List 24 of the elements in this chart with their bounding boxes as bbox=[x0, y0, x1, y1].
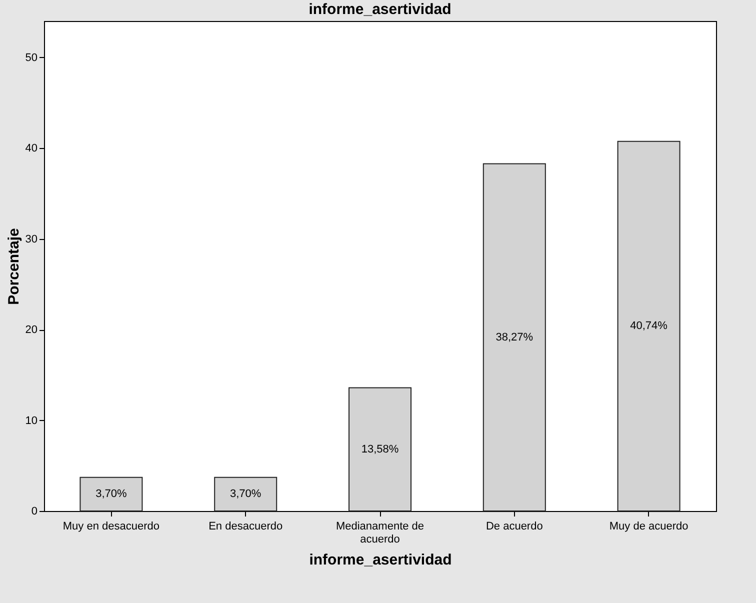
x-tick-label: Medianamente de acuerdo bbox=[336, 520, 424, 546]
bar bbox=[348, 387, 412, 512]
data-label: 13,58% bbox=[361, 443, 399, 456]
y-tick-label: 10 bbox=[25, 414, 38, 427]
y-tick-label: 30 bbox=[25, 233, 38, 246]
x-tick-label: De acuerdo bbox=[486, 520, 543, 532]
x-tick-label: Muy de acuerdo bbox=[609, 520, 688, 532]
bar bbox=[617, 140, 680, 512]
y-axis-title: Porcentaje bbox=[5, 228, 22, 305]
x-axis-title: informe_asertividad bbox=[309, 552, 452, 568]
bar bbox=[482, 163, 546, 512]
y-tick-label: 40 bbox=[25, 142, 38, 155]
x-tick-label: En desacuerdo bbox=[208, 520, 283, 532]
y-tick-label: 20 bbox=[25, 324, 38, 336]
x-tick-label: Muy en desacuerdo bbox=[62, 520, 160, 532]
chart-title: informe_asertividad bbox=[308, 1, 452, 18]
bar bbox=[80, 476, 143, 512]
y-tick-label: 50 bbox=[25, 52, 38, 64]
data-label: 40,74% bbox=[630, 320, 668, 332]
data-label: 3,70% bbox=[96, 488, 128, 500]
bar bbox=[214, 476, 278, 512]
data-label: 3,70% bbox=[230, 488, 262, 500]
y-tick-label: 0 bbox=[31, 506, 38, 518]
data-label: 38,27% bbox=[496, 331, 534, 344]
